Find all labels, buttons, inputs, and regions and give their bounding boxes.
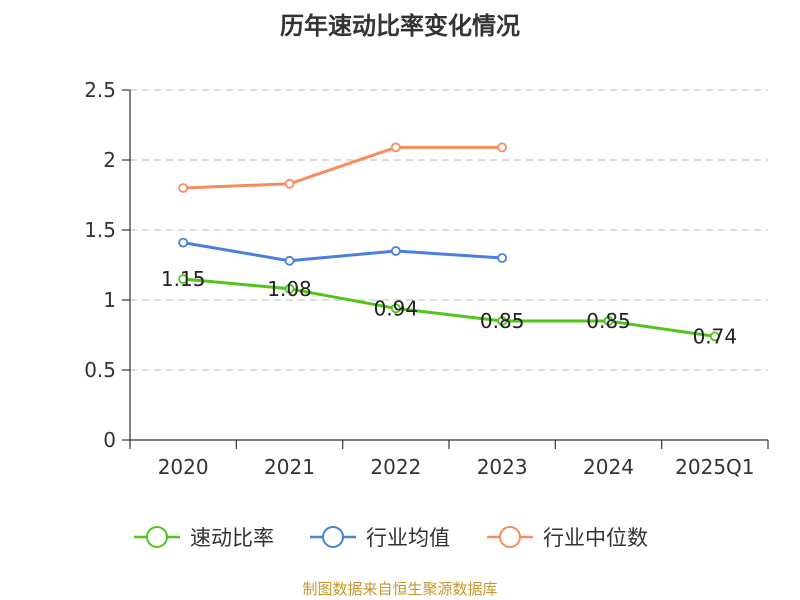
y-tick-label: 1.5 (84, 218, 116, 242)
y-tick-label: 1 (103, 288, 116, 312)
data-label: 0.94 (374, 296, 419, 320)
data-point[interactable] (390, 142, 401, 153)
legend-label-1[interactable]: 行业均值 (366, 526, 450, 550)
data-point[interactable] (284, 178, 295, 189)
data-point[interactable] (284, 283, 295, 294)
series-line-2 (183, 145, 503, 190)
data-point[interactable] (284, 255, 295, 266)
data-point[interactable] (497, 142, 508, 153)
x-tick-label: 2025Q1 (675, 455, 754, 479)
x-tick-label: 2023 (477, 455, 528, 479)
chart-title: 历年速动比率变化情况 (280, 12, 520, 40)
data-point[interactable] (497, 253, 508, 263)
x-tick-label: 2022 (370, 455, 421, 479)
data-point[interactable] (178, 274, 189, 284)
x-tick-label: 2021 (264, 455, 315, 479)
x-tick-label: 2024 (583, 455, 634, 479)
legend-marker-0[interactable] (146, 526, 168, 548)
data-label: 1.08 (267, 277, 312, 301)
data-label: 0.74 (693, 324, 738, 348)
data-point[interactable] (178, 237, 189, 248)
y-tick-label: 2.5 (84, 78, 116, 102)
data-point[interactable] (603, 316, 614, 326)
data-point[interactable] (390, 303, 401, 314)
data-label: 0.85 (480, 309, 525, 333)
source-note: 制图数据来自恒生聚源数据库 (302, 580, 498, 598)
data-point[interactable] (178, 183, 189, 193)
data-point[interactable] (497, 316, 508, 326)
legend-label-0[interactable]: 速动比率 (190, 526, 274, 550)
legend-label-2[interactable]: 行业中位数 (543, 526, 648, 550)
y-tick-label: 0 (103, 428, 116, 452)
legend-marker-1[interactable] (322, 526, 344, 548)
data-label: 0.85 (586, 309, 631, 333)
y-tick-label: 2 (103, 148, 116, 172)
series-line-1 (182, 241, 503, 263)
legend-marker-2[interactable] (499, 526, 521, 548)
data-point[interactable] (390, 246, 401, 256)
data-point[interactable] (709, 331, 720, 342)
series-line-0 (183, 277, 716, 338)
y-tick-label: 0.5 (84, 358, 116, 382)
x-tick-label: 2020 (158, 455, 209, 479)
data-label: 1.15 (161, 267, 206, 291)
